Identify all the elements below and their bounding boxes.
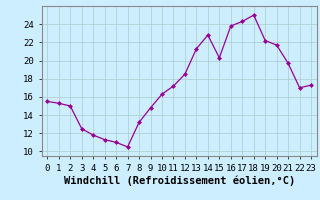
X-axis label: Windchill (Refroidissement éolien,°C): Windchill (Refroidissement éolien,°C) <box>64 175 295 186</box>
